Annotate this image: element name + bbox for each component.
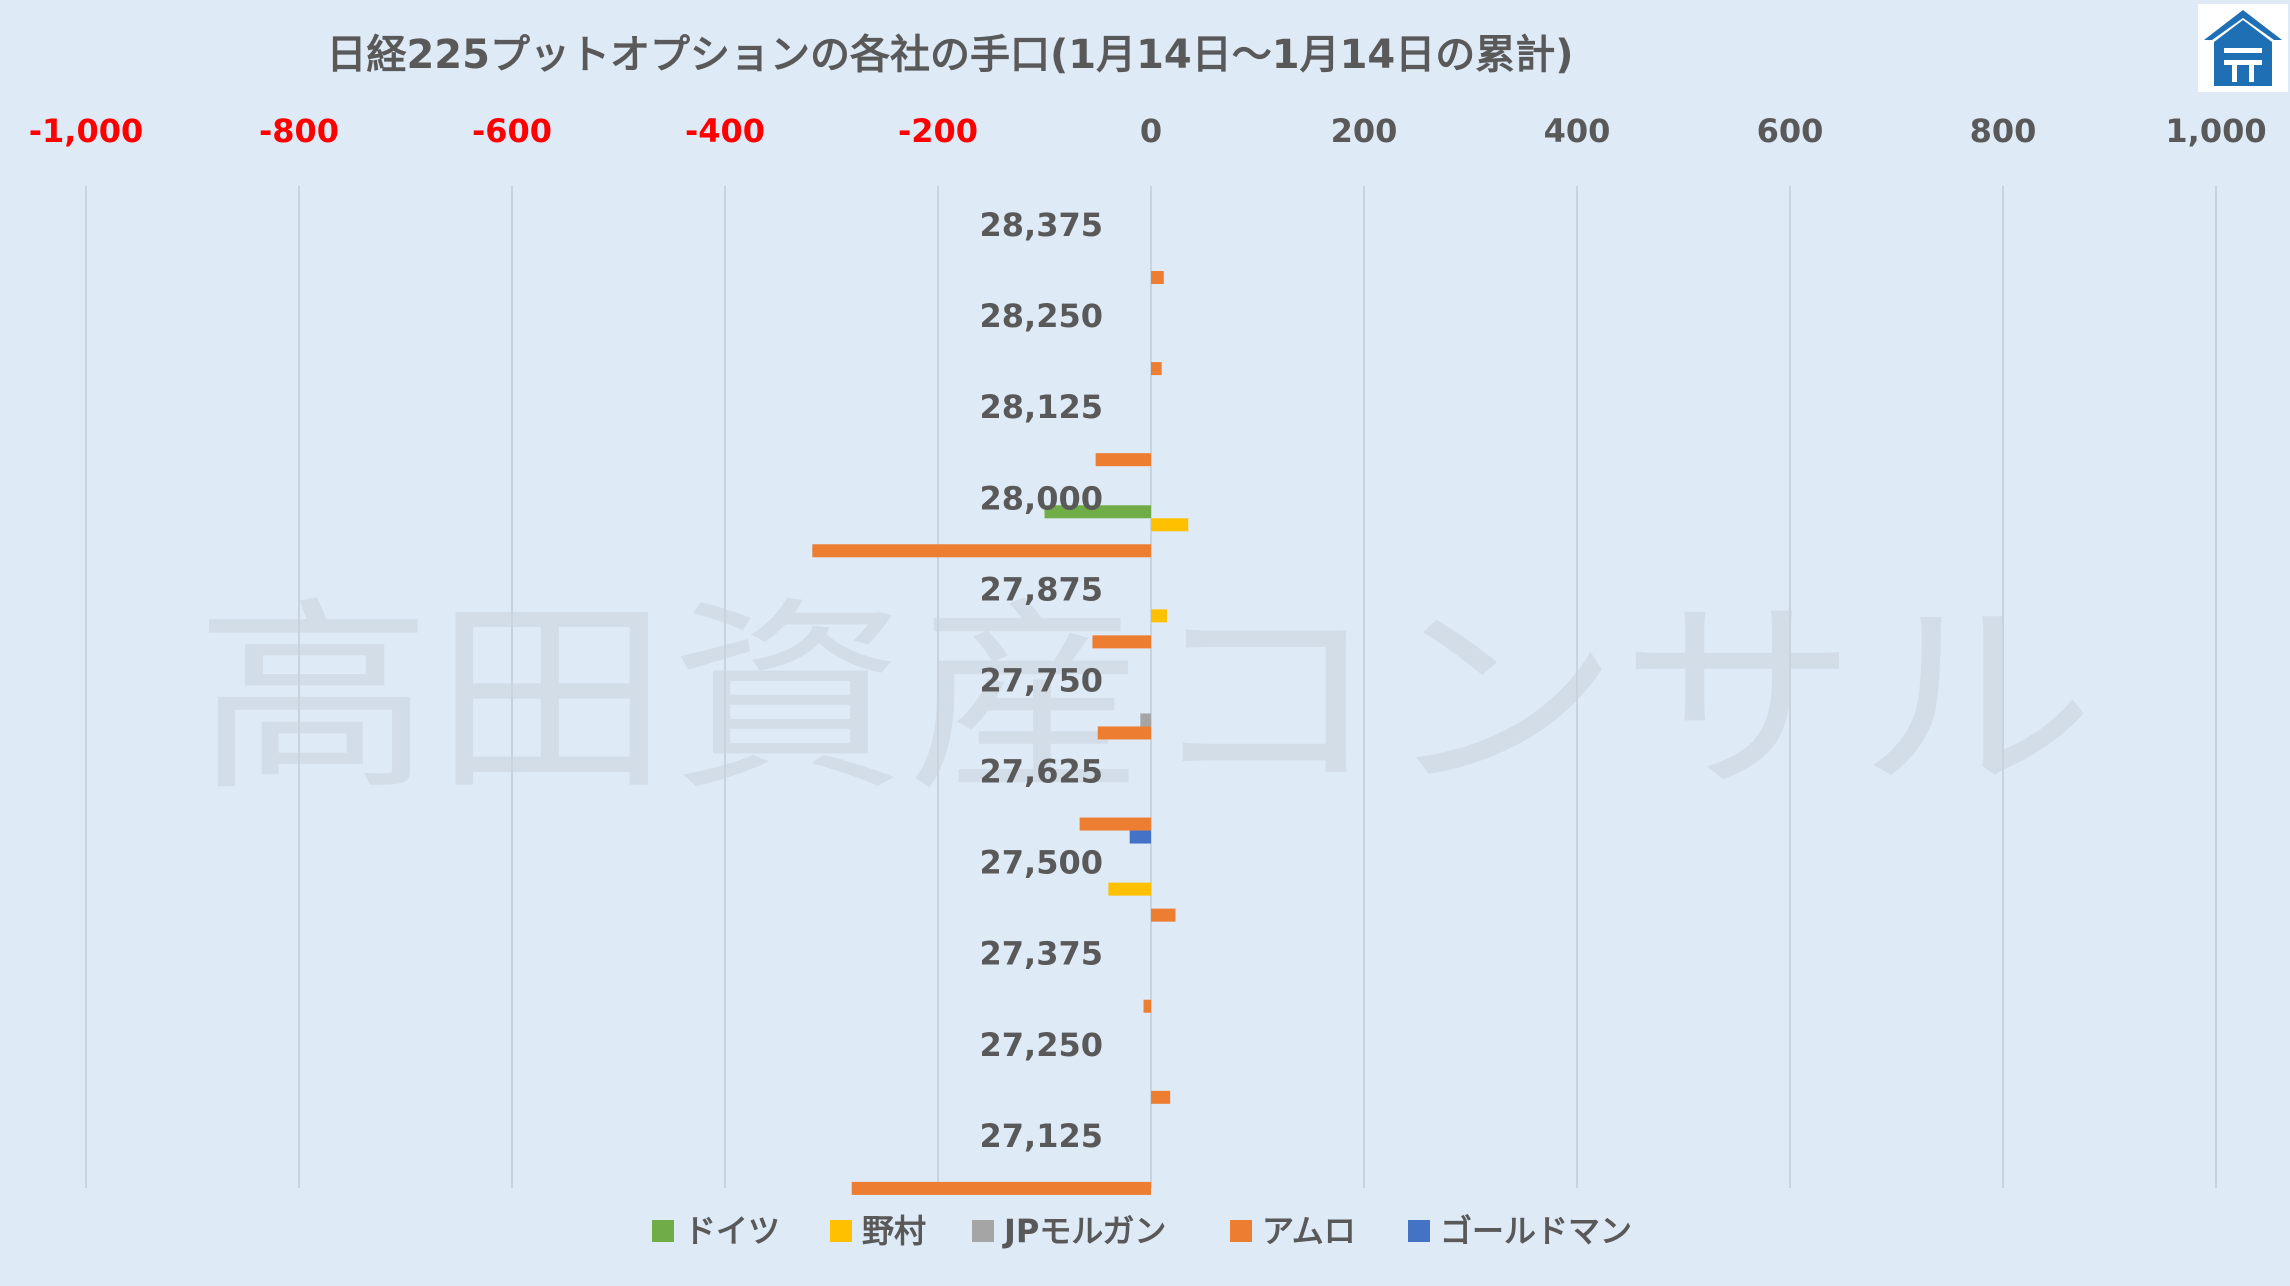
bars [812, 271, 1189, 1195]
category-label: 28,125 [980, 388, 1103, 426]
legend-swatch [1408, 1220, 1430, 1242]
x-tick-label: -1,000 [29, 112, 144, 150]
x-tick-label: -800 [259, 112, 339, 150]
category-label: 27,875 [980, 570, 1103, 608]
category-label: 27,500 [980, 844, 1103, 882]
bar-4-6 [1097, 726, 1151, 740]
bar-4-8 [1151, 908, 1176, 922]
watermark-text: 高田資産コンサル [195, 581, 2095, 819]
x-tick-label: -400 [685, 112, 765, 150]
bar-5-7 [1129, 830, 1151, 844]
legend-label: ゴールドマン [1440, 1212, 1632, 1250]
category-label: 28,000 [980, 479, 1103, 517]
legend: ドイツ 野村 JPモルガン アムロ ゴールドマン [652, 1212, 1632, 1250]
bar-2-4 [1151, 518, 1189, 532]
bar-4-2 [1151, 362, 1162, 376]
x-tick-label: 800 [1970, 112, 2037, 150]
legend-label: 野村 [862, 1212, 926, 1250]
x-axis-tick-labels: -1,000 -800 -600 -400 -200 0 200 400 600 800 1,000 [29, 112, 2267, 150]
bar-4-1 [1151, 271, 1164, 284]
category-labels: 28,375 28,250 28,125 28,000 27,875 27,750 27,6… [980, 206, 1103, 1155]
legend-label: アムロ [1262, 1212, 1356, 1250]
legend-label: ドイツ [684, 1212, 780, 1250]
category-label: 27,375 [980, 935, 1103, 973]
chart-title: 日経225プットオプションの各社の手口(1月14日～1月14日の累計) [326, 32, 1573, 78]
gridlines [85, 186, 2217, 1188]
category-label: 27,250 [980, 1026, 1103, 1064]
bar-4-11 [851, 1181, 1151, 1195]
bar-4-3 [1095, 453, 1151, 467]
category-label: 28,375 [980, 206, 1103, 244]
x-tick-label: 200 [1331, 112, 1398, 150]
bar-4-5 [1092, 635, 1151, 649]
bar-4-7 [1079, 817, 1151, 831]
bar-2-5 [1151, 609, 1167, 623]
house-logo-icon [2198, 4, 2288, 92]
legend-swatch [1230, 1220, 1252, 1242]
legend-swatch [652, 1220, 674, 1242]
legend-swatch [830, 1220, 852, 1242]
category-label: 27,625 [980, 753, 1103, 791]
bar-4-10 [1151, 1090, 1171, 1104]
x-tick-label: 400 [1544, 112, 1611, 150]
legend-swatch [972, 1220, 994, 1242]
bar-2-8 [1108, 882, 1151, 896]
x-tick-label: -600 [472, 112, 552, 150]
x-tick-label: 0 [1140, 112, 1162, 150]
x-tick-label: 600 [1757, 112, 1824, 150]
bar-3-6 [1140, 713, 1151, 727]
x-tick-label: 1,000 [2165, 112, 2266, 150]
bar-4-9 [1143, 999, 1151, 1013]
category-label: 27,125 [980, 1117, 1103, 1155]
bar-1-4 [1044, 505, 1151, 519]
legend-label: JPモルガン [1002, 1212, 1166, 1250]
category-label: 28,250 [980, 297, 1103, 335]
category-label: 27,750 [980, 661, 1103, 699]
bar-4-4 [812, 544, 1151, 558]
x-tick-label: -200 [898, 112, 978, 150]
